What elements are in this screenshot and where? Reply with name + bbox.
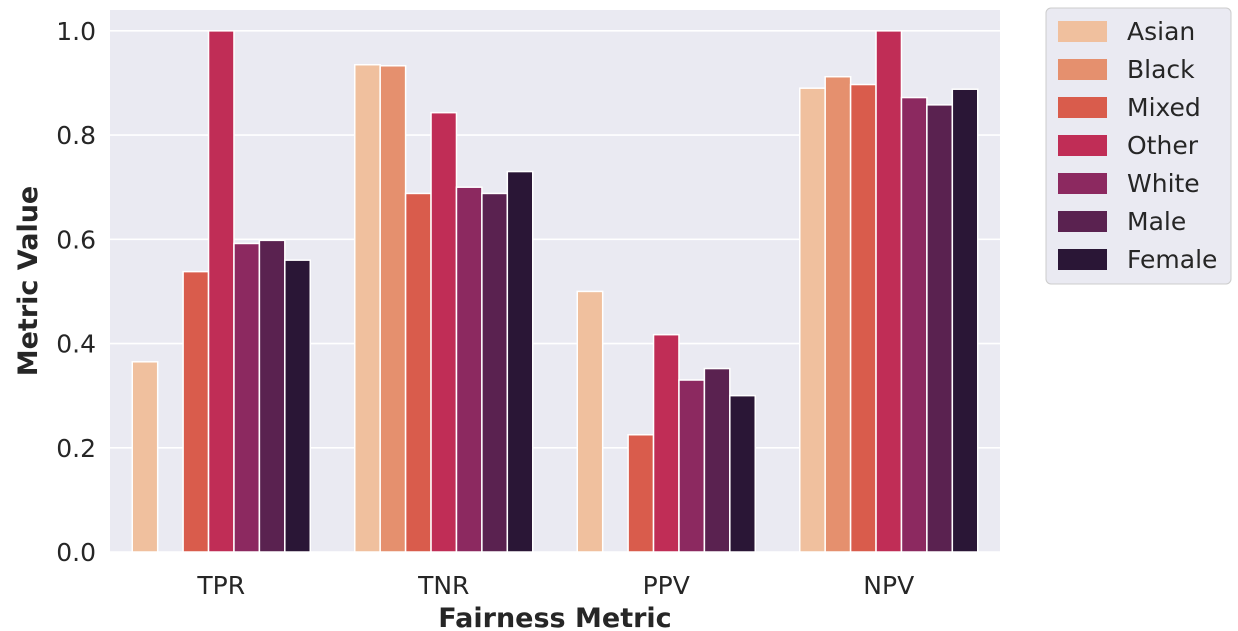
bar-tnr-other <box>430 111 458 553</box>
bar-tpr-white <box>233 242 261 553</box>
bar-tnr-white <box>455 186 483 553</box>
bar-npv-male <box>926 104 954 553</box>
x-tick-label-npv: NPV <box>863 571 914 600</box>
legend-swatch-male <box>1058 211 1107 232</box>
bar-tnr-mixed <box>404 192 432 553</box>
bar-tpr-female <box>284 259 312 553</box>
legend-label-black: Black <box>1127 55 1195 84</box>
y-tick-labels: 0.0 0.2 0.4 0.6 0.8 1.0 <box>56 17 96 567</box>
legend-swatch-asian <box>1058 21 1107 42</box>
bar-tnr-black <box>379 65 407 553</box>
y-tick-label: 1.0 <box>56 17 96 46</box>
y-tick-label: 0.2 <box>56 434 96 463</box>
legend-label-male: Male <box>1127 207 1186 236</box>
x-axis-title: Fairness Metric <box>438 603 671 631</box>
x-tick-label-ppv: PPV <box>643 571 690 600</box>
bar-tpr-asian <box>131 361 159 553</box>
y-tick-label: 0.0 <box>56 538 96 567</box>
legend-swatch-female <box>1058 249 1107 270</box>
bar-npv-white <box>900 96 928 553</box>
y-axis-title: Metric Value <box>13 186 44 377</box>
bar-npv-other <box>875 30 903 553</box>
bar-tpr-mixed <box>182 270 210 553</box>
x-tick-labels: TPR TNR PPV NPV <box>196 571 914 600</box>
bar-tnr-male <box>481 192 509 553</box>
bar-tnr-female <box>506 170 534 553</box>
legend: Asian Black Mixed Other White Male Female <box>1045 7 1232 285</box>
bar-ppv-asian <box>576 290 604 553</box>
bars <box>131 30 979 553</box>
legend-label-white: White <box>1127 169 1200 198</box>
legend-label-female: Female <box>1127 245 1217 274</box>
bar-npv-black <box>824 75 852 553</box>
bar-npv-mixed <box>849 83 877 553</box>
bar-ppv-white <box>678 379 706 553</box>
bar-ppv-male <box>703 367 731 553</box>
legend-swatch-white <box>1058 173 1107 194</box>
legend-swatch-black <box>1058 59 1107 80</box>
bar-npv-asian <box>799 87 826 553</box>
y-tick-label: 0.6 <box>56 225 96 254</box>
bar-ppv-other <box>652 333 680 553</box>
legend-swatch-other <box>1058 135 1107 156</box>
legend-label-asian: Asian <box>1127 17 1195 46</box>
x-tick-label-tnr: TNR <box>417 571 469 600</box>
y-tick-label: 0.8 <box>56 121 96 150</box>
y-tick-label: 0.4 <box>56 330 96 359</box>
legend-label-mixed: Mixed <box>1127 93 1201 122</box>
legend-swatch-mixed <box>1058 97 1107 118</box>
bar-npv-female <box>951 88 979 553</box>
x-tick-label-tpr: TPR <box>196 571 245 600</box>
bar-tnr-asian <box>354 63 381 553</box>
legend-label-other: Other <box>1127 131 1199 160</box>
bar-tpr-other <box>207 30 235 553</box>
bar-ppv-mixed <box>627 433 655 553</box>
bar-tpr-male <box>258 239 286 553</box>
bar-ppv-female <box>729 394 756 553</box>
